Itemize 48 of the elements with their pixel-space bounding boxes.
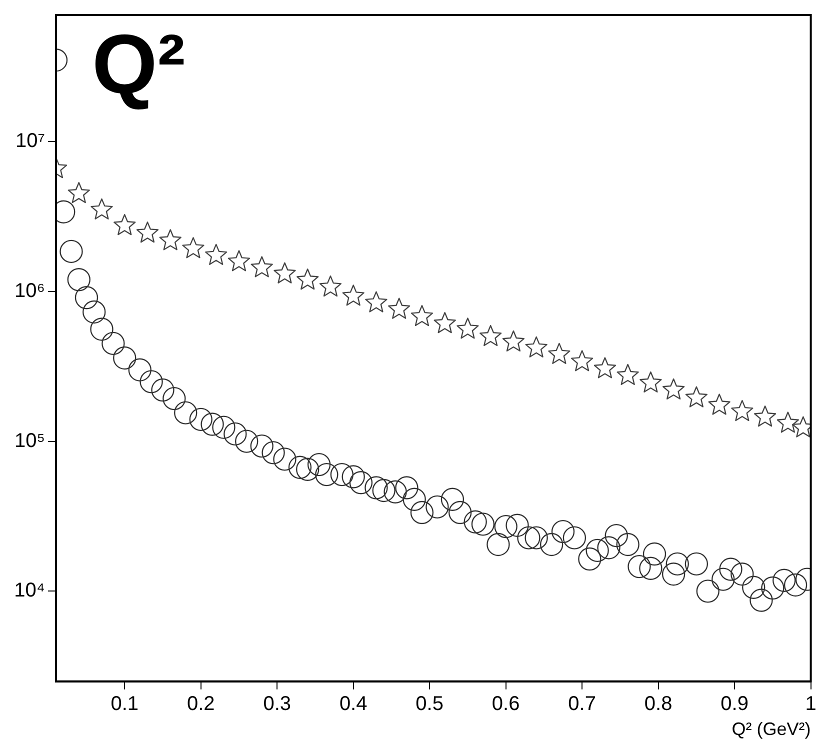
point [434,312,456,334]
point [616,364,639,385]
point [388,298,410,319]
point [136,222,159,243]
point [342,284,364,306]
point [90,198,113,220]
point [182,237,204,258]
point [731,400,754,422]
point [365,291,388,312]
y-tick-label: 10⁵ [14,430,45,452]
chart-title: Q² [92,16,186,113]
x-tick-label: 0.5 [416,692,444,715]
y-tick-label: 10⁴ [14,580,45,602]
point [594,357,616,378]
x-tick-label: 0.4 [339,692,368,715]
point [480,324,502,346]
x-tick-label: 0.7 [568,692,596,715]
point [685,386,708,408]
x-tick-label: 0.3 [263,692,292,715]
point [754,406,776,427]
point [274,262,296,284]
x-tick-label: 0.1 [110,692,139,715]
y-tick-label: 10⁶ [14,280,45,302]
y-tick-label: 10⁷ [16,130,45,152]
x-axis-title: Q² (GeV²) [732,719,811,740]
point [114,214,136,236]
point [68,182,90,204]
x-tick-label: 0.6 [492,692,520,715]
point [410,304,434,326]
point [319,275,342,297]
point [548,342,570,364]
x-tick-label: 0.8 [644,692,672,715]
x-tick-label: 0.9 [720,692,748,715]
x-tick-label: 1 [805,692,816,715]
point [525,336,548,358]
point [205,244,228,265]
point [776,412,799,433]
point [662,378,685,400]
point [456,318,479,339]
point [640,371,662,393]
point [708,394,730,415]
x-tick-label: 0.2 [186,692,215,715]
point [502,330,525,352]
point [571,350,594,372]
point [159,229,182,250]
point [228,250,250,272]
point [296,268,319,290]
point [250,256,273,278]
